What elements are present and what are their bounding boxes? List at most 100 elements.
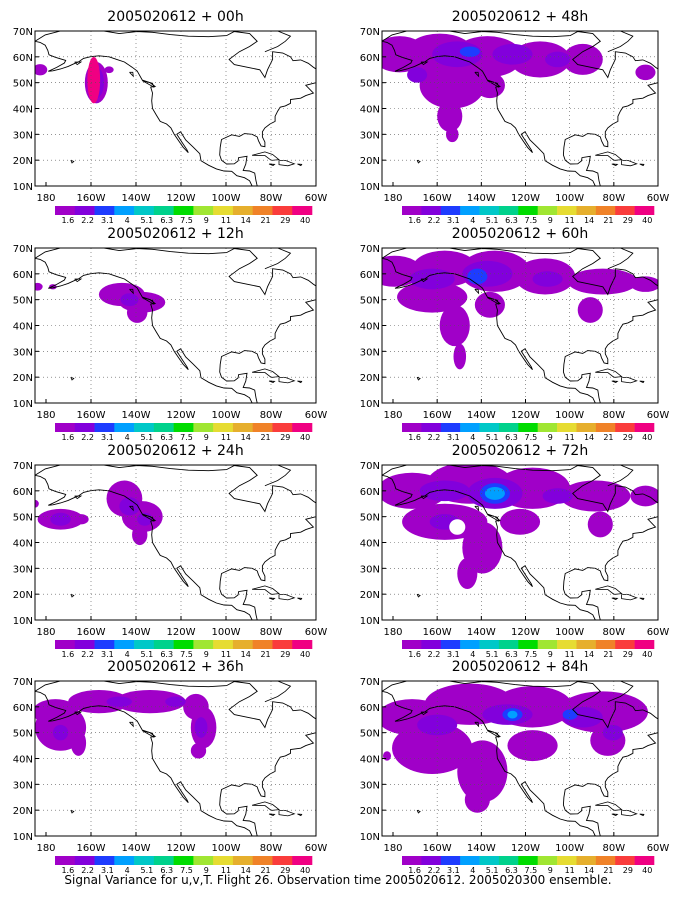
x-tick-label: 180 bbox=[36, 193, 55, 204]
colorbar-swatch bbox=[292, 206, 313, 215]
signal-region bbox=[453, 343, 467, 370]
x-tick-label: 140W bbox=[122, 193, 151, 204]
island-outline bbox=[278, 159, 296, 167]
map-panel: 2005020612 + 84h 10N 20N 30N 40N 50N 60N 70N 180… bbox=[360, 659, 670, 875]
colorbar-label: 1.6 bbox=[61, 866, 74, 875]
y-tick-label: 10N bbox=[360, 182, 380, 193]
y-tick-label: 60N bbox=[360, 487, 380, 498]
colorbar-swatch bbox=[55, 423, 76, 432]
colorbar-label: 1.6 bbox=[408, 216, 421, 225]
x-tick-label: 140W bbox=[467, 843, 496, 854]
y-tick-label: 10N bbox=[13, 182, 33, 193]
colorbar-label: 2.2 bbox=[428, 650, 441, 659]
colorbar-label: 2.2 bbox=[81, 216, 94, 225]
x-tick-label: 160W bbox=[77, 627, 106, 638]
colorbar-swatch bbox=[402, 206, 422, 215]
signal-region bbox=[464, 786, 490, 813]
x-tick-label: 160W bbox=[423, 627, 452, 638]
x-tick-label: 120W bbox=[511, 627, 540, 638]
x-tick-label: 160W bbox=[77, 193, 106, 204]
colorbar-swatch bbox=[94, 640, 115, 649]
signal-region bbox=[507, 730, 558, 762]
x-tick-label: 160W bbox=[77, 410, 106, 421]
island-outline bbox=[611, 163, 619, 167]
island-outline bbox=[474, 288, 480, 295]
colorbar-swatch bbox=[479, 206, 500, 215]
island-outline bbox=[129, 505, 134, 512]
signal-region bbox=[126, 302, 148, 323]
colorbar-label: 9 bbox=[204, 866, 209, 875]
map-panel: 2005020612 + 00h 10N 20N 30N 40N 50N 60N 70N 180… bbox=[13, 9, 328, 225]
colorbar-label: 1.6 bbox=[61, 216, 74, 225]
colorbar-swatch bbox=[94, 856, 115, 865]
colorbar-label: 14 bbox=[584, 650, 594, 659]
colorbar-swatch bbox=[114, 856, 135, 865]
x-tick-label: 60W bbox=[647, 627, 670, 638]
island-outline bbox=[297, 380, 303, 384]
colorbar-label: 2.2 bbox=[81, 433, 94, 442]
colorbar-swatch bbox=[173, 423, 194, 432]
colorbar-label: 4 bbox=[470, 866, 475, 875]
colorbar-swatch bbox=[153, 640, 174, 649]
colorbar-swatch bbox=[94, 206, 115, 215]
signal-region bbox=[35, 282, 43, 291]
colorbar-swatch bbox=[134, 423, 155, 432]
colorbar-swatch bbox=[498, 423, 519, 432]
island-outline bbox=[420, 278, 429, 283]
panel-title: 2005020612 + 48h bbox=[452, 9, 588, 25]
coastline bbox=[35, 248, 316, 403]
colorbar-label: 2.2 bbox=[428, 216, 441, 225]
island-outline bbox=[278, 810, 296, 817]
island-outline bbox=[416, 159, 421, 164]
colorbar-swatch bbox=[498, 206, 519, 215]
colorbar-swatch bbox=[292, 856, 313, 865]
y-tick-label: 40N bbox=[13, 322, 33, 333]
signal-region bbox=[635, 64, 656, 81]
colorbar-swatch bbox=[576, 423, 597, 432]
colorbar-label: 5.1 bbox=[141, 866, 154, 875]
island-outline bbox=[268, 597, 276, 601]
colorbar-label: 9 bbox=[204, 650, 209, 659]
y-tick-label: 10N bbox=[13, 832, 33, 843]
island-outline bbox=[487, 730, 500, 738]
island-outline bbox=[595, 151, 623, 161]
colorbar-label: 9 bbox=[548, 650, 553, 659]
x-tick-label: 80W bbox=[260, 627, 283, 638]
y-tick-label: 70N bbox=[360, 677, 380, 688]
colorbar-label: 3.1 bbox=[447, 216, 460, 225]
colorbar-label: 1.6 bbox=[408, 433, 421, 442]
y-tick-label: 30N bbox=[13, 564, 33, 575]
colorbar-swatch bbox=[634, 423, 655, 432]
signal-region bbox=[132, 524, 148, 546]
signal-region bbox=[383, 751, 392, 761]
colorbar-label: 5.1 bbox=[141, 433, 154, 442]
colorbar-swatch bbox=[518, 206, 538, 215]
island-outline bbox=[611, 380, 619, 384]
y-tick-label: 40N bbox=[13, 105, 33, 116]
colorbar-swatch bbox=[114, 423, 135, 432]
signal-region bbox=[449, 519, 466, 535]
colorbar-label: 9 bbox=[548, 433, 553, 442]
colorbar-label: 7.5 bbox=[525, 216, 538, 225]
island-outline bbox=[621, 376, 638, 384]
colorbar-swatch bbox=[498, 856, 519, 865]
colorbar-swatch bbox=[421, 423, 442, 432]
x-tick-label: 100W bbox=[212, 627, 241, 638]
signal-region bbox=[459, 46, 480, 57]
signal-region bbox=[73, 514, 89, 525]
colorbar-label: 14 bbox=[584, 216, 594, 225]
y-tick-label: 20N bbox=[13, 373, 33, 384]
colorbar-label: 6.3 bbox=[505, 650, 518, 659]
colorbar-swatch bbox=[153, 206, 174, 215]
arctic-coastline bbox=[264, 465, 292, 487]
y-tick-label: 50N bbox=[360, 296, 380, 307]
colorbar-label: 9 bbox=[204, 433, 209, 442]
colorbar-label: 14 bbox=[584, 866, 594, 875]
colorbar-swatch bbox=[272, 640, 293, 649]
colorbar-swatch bbox=[421, 640, 442, 649]
colorbar-label: 29 bbox=[280, 650, 290, 659]
colorbar-label: 3.1 bbox=[447, 866, 460, 875]
colorbar-swatch bbox=[94, 423, 115, 432]
y-tick-label: 40N bbox=[360, 105, 380, 116]
colorbar-swatch bbox=[557, 640, 577, 649]
